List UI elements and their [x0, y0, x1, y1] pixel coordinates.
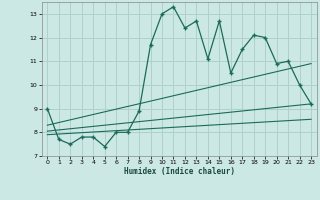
X-axis label: Humidex (Indice chaleur): Humidex (Indice chaleur)	[124, 167, 235, 176]
